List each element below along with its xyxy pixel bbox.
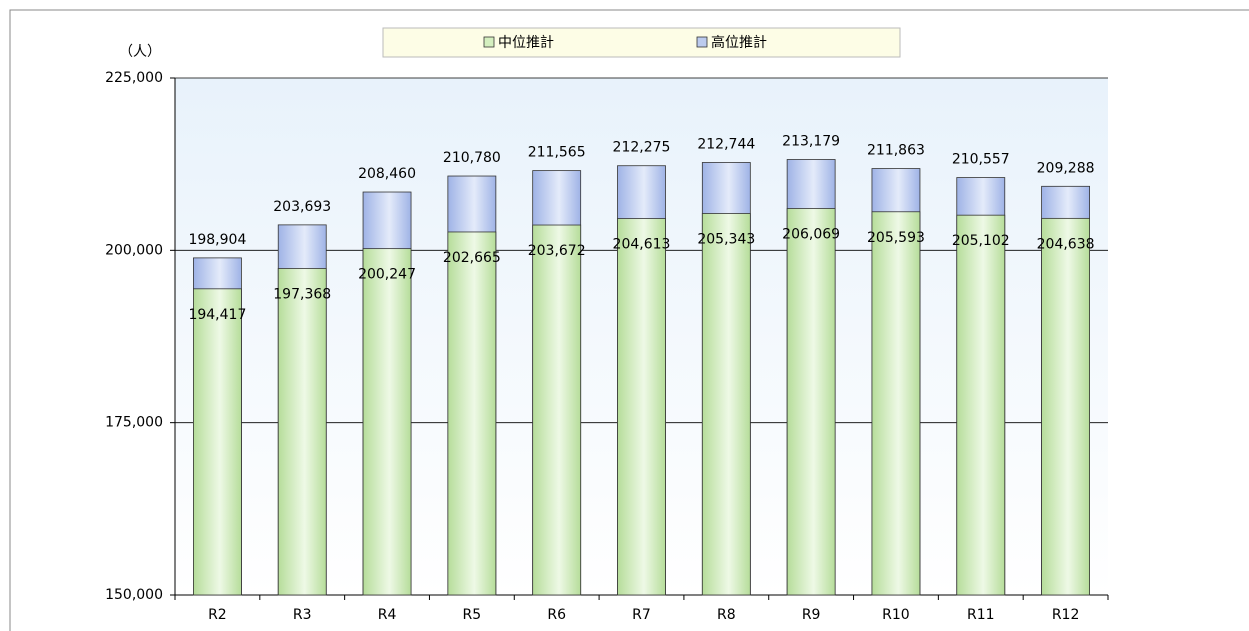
data-label: 203,693 [273,199,331,215]
bar [447,231,497,596]
legend-marker [483,36,495,48]
data-label: 205,593 [867,230,925,246]
data-label: 210,780 [443,150,501,166]
y-tick-label: 175,000 [105,415,163,431]
data-label: 211,565 [528,145,586,161]
x-tick-label: R5 [463,607,482,623]
bar [277,268,327,596]
frame [9,9,1249,631]
bar [956,214,1006,596]
y-tick-label: 200,000 [105,242,163,258]
data-label: 200,247 [358,267,416,283]
data-label: 209,288 [1037,160,1095,176]
bar [701,213,751,596]
legend-marker [696,36,708,48]
data-label: 208,460 [358,166,416,182]
bar [1041,217,1090,596]
legend-label: 中位推計 [498,35,554,51]
bar [193,288,242,596]
data-label: 205,343 [697,232,755,248]
x-tick-label: R11 [967,607,995,623]
bar [532,224,582,596]
legend [382,27,901,58]
y-tick-label: 150,000 [105,587,163,603]
data-label: 205,102 [952,233,1010,249]
y-tick-label: 225,000 [105,70,163,86]
bar [786,208,836,596]
data-label: 198,904 [188,232,246,248]
x-tick-label: R4 [378,607,397,623]
x-tick-label: R2 [208,607,227,623]
x-tick-label: R7 [632,607,651,623]
data-label: 202,665 [443,250,501,266]
y-axis-label: （人） [119,44,161,60]
data-label: 210,557 [952,152,1010,168]
x-tick-label: R10 [882,607,910,623]
x-tick-label: R3 [293,607,312,623]
data-label: 212,744 [697,136,755,152]
bar [617,218,666,596]
data-label: 194,417 [188,307,246,323]
data-label: 197,368 [273,286,331,302]
bar [871,211,921,596]
data-label: 203,672 [528,243,586,259]
legend-label: 高位推計 [711,34,767,51]
data-label: 211,863 [867,143,925,159]
x-tick-label: R6 [547,607,566,623]
data-label: 206,069 [782,226,840,242]
x-tick-label: R9 [802,607,821,623]
data-label: 212,275 [613,140,671,156]
x-tick-label: R12 [1052,607,1080,623]
x-tick-label: R8 [717,607,736,623]
data-label: 204,638 [1037,236,1095,252]
bar [362,248,412,596]
data-label: 213,179 [782,133,840,149]
data-label: 204,613 [613,237,671,253]
